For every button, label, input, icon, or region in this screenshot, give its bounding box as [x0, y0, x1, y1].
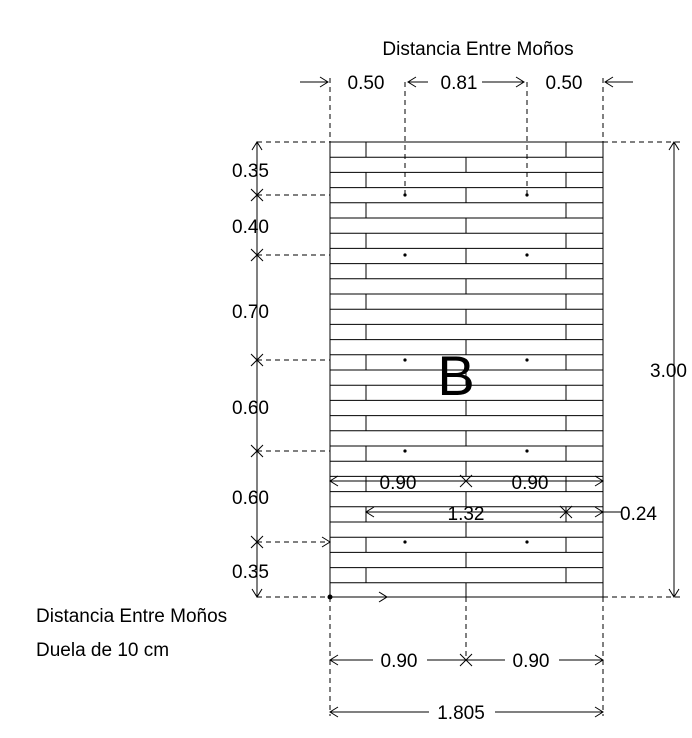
dim-bottom-total: 1.805	[437, 703, 485, 724]
panel-label: B	[437, 344, 474, 407]
dim-left-4: 0.60	[232, 398, 269, 419]
dim-bottom-a: 0.90	[381, 651, 418, 672]
dim-top-left: 0.50	[348, 73, 385, 94]
dim-left-5: 0.60	[232, 488, 269, 509]
tie-hole	[403, 358, 407, 362]
tie-hole	[525, 253, 529, 257]
dim-inner-a: 0.90	[380, 473, 417, 494]
dim-bottom-b: 0.90	[513, 651, 550, 672]
tie-holes	[403, 193, 529, 544]
tie-hole	[525, 358, 529, 362]
tie-hole	[525, 540, 529, 544]
panel-planks	[330, 142, 603, 597]
tie-hole	[403, 540, 407, 544]
tie-hole	[525, 449, 529, 453]
dim-inner-b: 0.90	[512, 473, 549, 494]
dim-left-3: 0.70	[232, 302, 269, 323]
left-dimension-chain	[250, 141, 331, 598]
right-dimension	[603, 141, 684, 598]
note-board-width: Duela de 10 cm	[36, 640, 169, 661]
dim-left-2: 0.40	[232, 217, 269, 238]
dim-right-total: 3.00	[650, 361, 687, 382]
dim-top-mid: 0.81	[441, 73, 478, 94]
inner-dimensions	[329, 474, 622, 530]
title-top: Distancia Entre Moños	[382, 39, 573, 60]
tie-hole	[403, 449, 407, 453]
dim-inner-offset: 0.24	[620, 504, 657, 525]
dim-left-1: 0.35	[232, 161, 269, 182]
dim-top-right: 0.50	[546, 73, 583, 94]
dim-left-6: 0.35	[232, 562, 269, 583]
dim-inner-span: 1.32	[448, 504, 485, 525]
tie-hole	[403, 253, 407, 257]
note-tie-spacing: Distancia Entre Moños	[36, 606, 227, 627]
